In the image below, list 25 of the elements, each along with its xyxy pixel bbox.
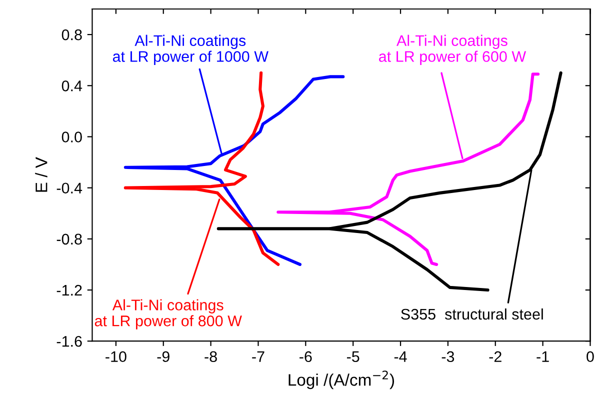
x-tick-label: 0	[586, 351, 594, 362]
x-tick-label: -7	[252, 351, 264, 362]
x-tick-label: -9	[157, 351, 170, 362]
y-axis-title: E / V	[35, 157, 48, 192]
x-tick-label: -8	[204, 351, 217, 362]
x-tick-label: -2	[489, 351, 502, 362]
y-tick-label: -0.8	[56, 234, 82, 245]
x-tick-label: -10	[106, 351, 126, 362]
y-tick-label: -1.2	[56, 284, 82, 296]
x-tick-label: -6	[300, 351, 312, 362]
text: Al-Ti-Ni coatings at LR power of 800 W	[94, 299, 242, 330]
y-tick-label: 0.4	[62, 80, 82, 92]
y-tick-label: -1.6	[56, 336, 82, 347]
y-tick-label: 0.8	[62, 29, 82, 40]
x-tick-label: -5	[346, 351, 360, 362]
x-tick-label: -3	[442, 351, 454, 362]
x-tick-label: -4	[394, 351, 407, 362]
y-tick-label: 0.0	[62, 132, 82, 142]
series-label: Al-Ti-Ni coatings at LR power of 600 W	[378, 34, 526, 65]
series-label: S355 structural steel	[401, 308, 543, 320]
line-series	[276, 72, 540, 266]
y-tick-label: -0.4	[56, 182, 82, 194]
x-axis-title: Logi /(A/cm$^{−2}$)	[288, 370, 394, 390]
text: Al-Ti-Ni coatings at LR power of 1000 W	[112, 34, 268, 65]
x-tick-label: -1	[536, 351, 549, 362]
